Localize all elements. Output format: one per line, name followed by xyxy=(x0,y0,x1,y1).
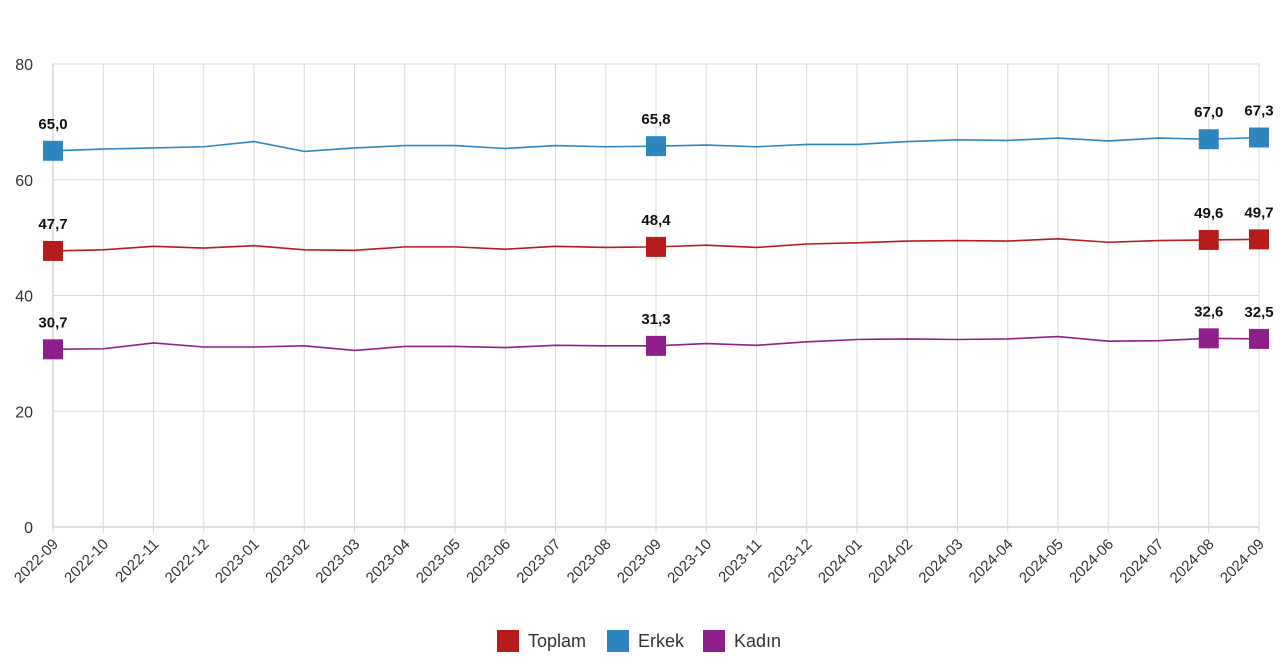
x-tick-label: 2024-08 xyxy=(1167,536,1218,587)
x-tick-label: 2023-03 xyxy=(312,536,363,587)
x-tick-label: 2023-11 xyxy=(715,536,765,586)
data-label-toplam: 49,7 xyxy=(1244,204,1273,221)
legend-swatch-erkek[interactable] xyxy=(607,630,629,652)
x-tick-label: 2023-06 xyxy=(463,536,514,587)
x-tick-label: 2023-07 xyxy=(513,536,564,587)
x-tick-label: 2024-02 xyxy=(865,536,916,587)
y-tick-label: 60 xyxy=(15,173,33,190)
data-labels: 47,7 48,4 49,6 49,7 65,0 65,8 67,0 67,3 30,7 31,3… xyxy=(38,103,1273,332)
data-label-erkek: 67,3 xyxy=(1244,103,1273,120)
x-tick-label: 2023-02 xyxy=(262,536,313,587)
grid xyxy=(52,63,1260,533)
data-point-kadin xyxy=(43,339,63,360)
x-tick-label: 2024-03 xyxy=(915,536,966,587)
x-tick-label: 2024-04 xyxy=(966,536,1017,587)
x-tick-label: 2022-11 xyxy=(112,536,162,586)
x-tick-label: 2022-09 xyxy=(11,536,62,587)
x-tick-label: 2023-10 xyxy=(664,536,715,587)
y-axis-ticks: 0 20 40 60 80 xyxy=(15,57,33,537)
x-axis-ticks: 2022-09 2022-10 2022-11 2022-12 2023-01 2023-… xyxy=(11,536,1268,587)
data-label-kadin: 30,7 xyxy=(38,314,67,331)
data-label-erkek: 65,0 xyxy=(38,116,67,133)
data-label-kadin: 32,6 xyxy=(1194,303,1223,320)
data-label-toplam: 47,7 xyxy=(38,216,67,233)
x-tick-label: 2023-05 xyxy=(413,536,464,587)
x-tick-label: 2024-05 xyxy=(1016,536,1067,587)
data-point-erkek xyxy=(1198,129,1219,150)
data-label-kadin: 32,5 xyxy=(1244,304,1273,321)
legend-swatch-toplam[interactable] xyxy=(497,630,519,652)
data-point-erkek xyxy=(1249,127,1269,148)
data-point-toplam xyxy=(43,240,63,261)
data-point-toplam xyxy=(1198,229,1219,250)
data-point-toplam xyxy=(646,236,666,257)
data-label-toplam: 48,4 xyxy=(641,212,671,229)
data-label-erkek: 67,0 xyxy=(1194,104,1223,121)
data-label-kadin: 31,3 xyxy=(641,311,670,328)
x-tick-label: 2023-01 xyxy=(212,536,263,587)
x-tick-label: 2024-01 xyxy=(815,536,866,587)
y-tick-label: 40 xyxy=(15,289,33,306)
data-point-erkek xyxy=(43,140,63,161)
data-point-toplam xyxy=(1249,229,1269,250)
data-label-toplam: 49,6 xyxy=(1194,205,1223,222)
x-tick-label: 2023-12 xyxy=(765,536,816,587)
legend-swatch-kadin[interactable] xyxy=(703,630,725,652)
data-point-kadin xyxy=(1249,328,1269,349)
data-point-kadin xyxy=(646,335,666,356)
x-tick-label: 2023-04 xyxy=(363,536,414,587)
data-label-erkek: 65,8 xyxy=(641,111,670,128)
legend: Toplam Erkek Kadın xyxy=(497,630,781,652)
y-tick-label: 0 xyxy=(24,520,33,537)
x-tick-label: 2023-09 xyxy=(614,536,665,587)
x-tick-label: 2024-09 xyxy=(1217,536,1268,587)
legend-label-kadin[interactable]: Kadın xyxy=(734,631,781,651)
data-point-kadin xyxy=(1198,328,1219,349)
x-tick-label: 2023-08 xyxy=(564,536,615,587)
series-markers xyxy=(43,127,1269,360)
x-tick-label: 2024-06 xyxy=(1066,536,1117,587)
x-tick-label: 2024-07 xyxy=(1116,536,1167,587)
legend-label-erkek[interactable]: Erkek xyxy=(638,631,685,651)
y-tick-label: 20 xyxy=(15,404,33,421)
data-point-erkek xyxy=(646,136,666,157)
x-tick-label: 2022-10 xyxy=(61,536,112,587)
x-tick-label: 2022-12 xyxy=(162,536,213,587)
legend-label-toplam[interactable]: Toplam xyxy=(528,631,586,651)
y-tick-label: 80 xyxy=(15,57,33,74)
